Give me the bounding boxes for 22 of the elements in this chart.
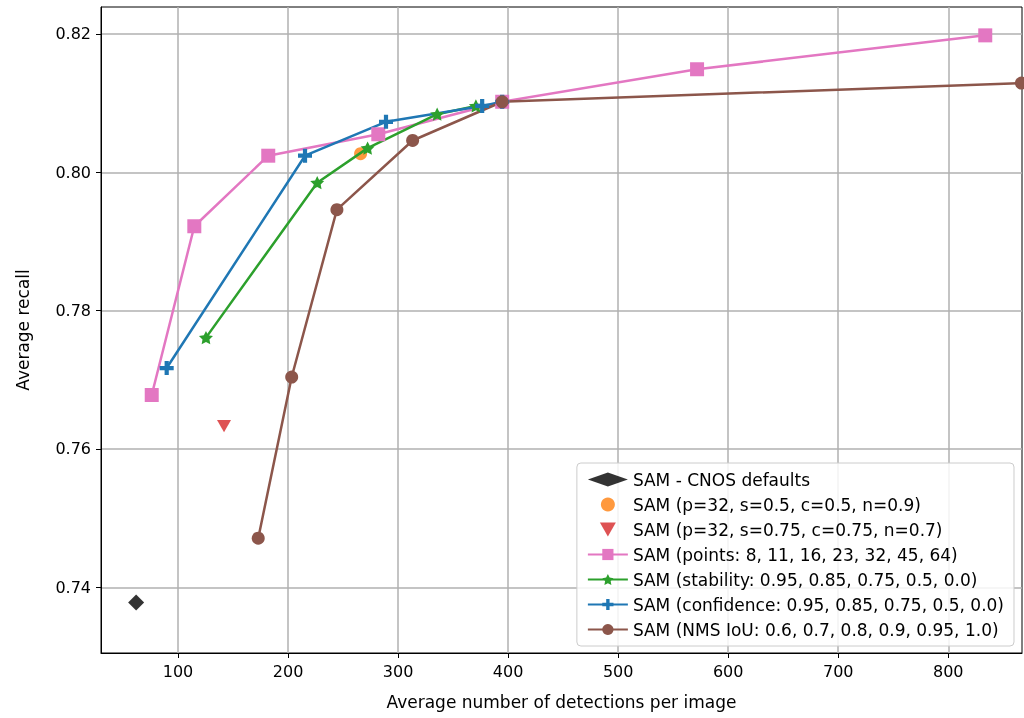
x-tick-label: 500 bbox=[602, 661, 634, 681]
legend-label: SAM (p=32, s=0.5, c=0.5, n=0.9) bbox=[632, 494, 921, 515]
legend-label: SAM (stability: 0.95, 0.85, 0.75, 0.5, 0.0) bbox=[632, 569, 978, 590]
legend-label: SAM (points: 8, 11, 16, 23, 32, 45, 64) bbox=[632, 544, 958, 565]
legend-label: SAM (confidence: 0.95, 0.85, 0.75, 0.5, 0.0) bbox=[632, 594, 1005, 615]
y-tick-label: 0.78 bbox=[55, 301, 91, 321]
x-tick-label: 300 bbox=[382, 661, 414, 681]
y-tick-label: 0.74 bbox=[55, 577, 91, 597]
legend-label: SAM (p=32, s=0.75, c=0.75, n=0.7) bbox=[632, 519, 943, 540]
y-tick-label: 0.80 bbox=[55, 162, 91, 182]
y-tick-label: 0.76 bbox=[55, 439, 91, 459]
x-axis-title: Average number of detections per image bbox=[386, 691, 737, 712]
x-tick-label: 200 bbox=[272, 661, 304, 681]
x-tick-label: 700 bbox=[822, 661, 854, 681]
y-tick-label: 0.82 bbox=[55, 24, 91, 44]
y-axis-title: Average recall bbox=[12, 269, 33, 391]
x-tick-label: 800 bbox=[933, 661, 964, 681]
x-tick-label: 100 bbox=[162, 661, 194, 681]
legend-label: SAM (NMS IoU: 0.6, 0.7, 0.8, 0.9, 0.95, 1.0) bbox=[632, 619, 999, 640]
x-tick-label: 400 bbox=[492, 661, 524, 681]
legend-label: SAM - CNOS defaults bbox=[632, 469, 811, 490]
x-tick-label: 600 bbox=[712, 661, 744, 681]
